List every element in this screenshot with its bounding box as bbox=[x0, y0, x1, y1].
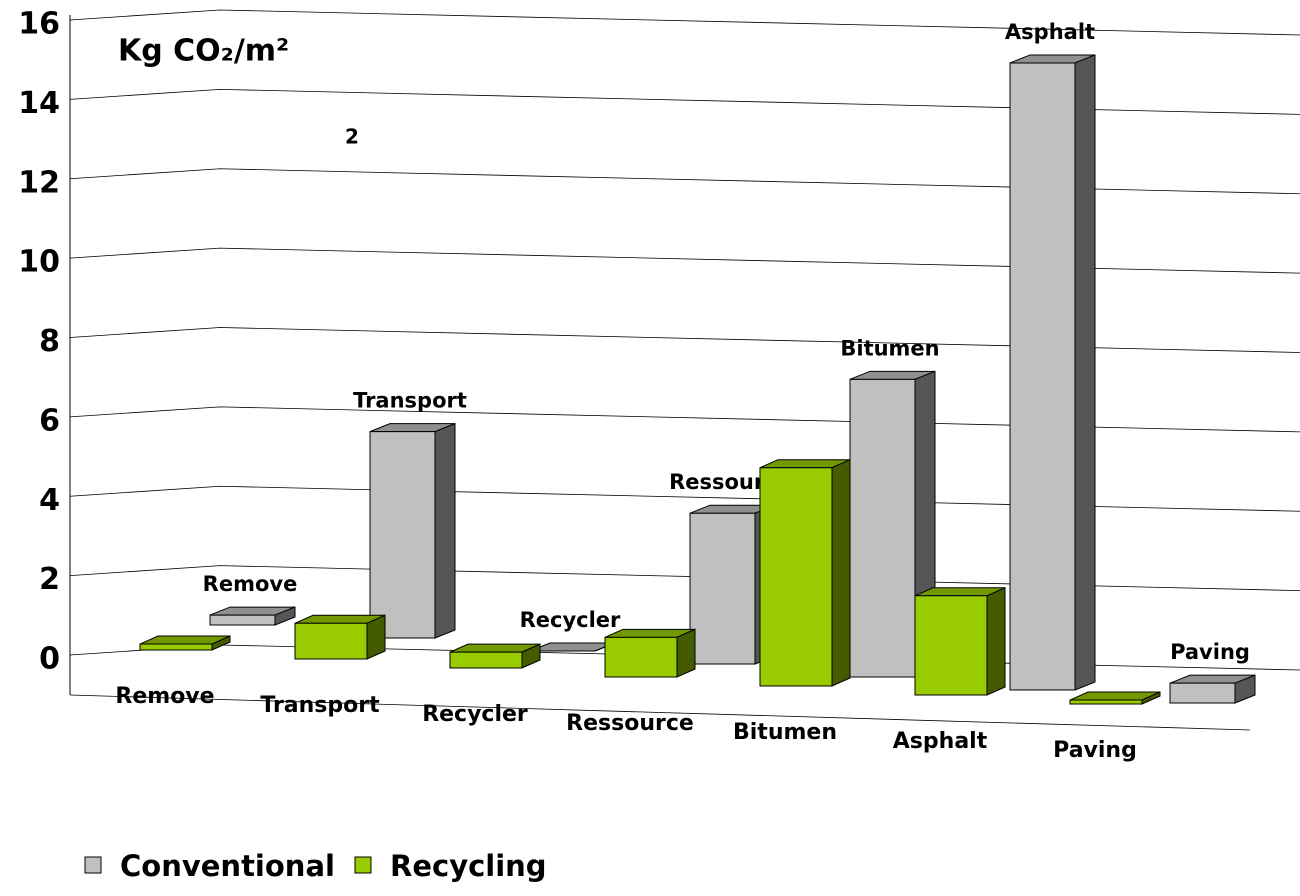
bar-label: Transport bbox=[353, 389, 467, 413]
bar-face bbox=[369, 431, 436, 639]
y-tick-label: 0 bbox=[39, 642, 60, 677]
x-tick-label: Bitumen bbox=[733, 720, 837, 745]
bar-face bbox=[449, 651, 523, 669]
bar-label: Recycler bbox=[520, 608, 621, 632]
bar-label: Paving bbox=[1170, 640, 1250, 664]
bar-face bbox=[831, 458, 851, 687]
bar-face bbox=[689, 512, 756, 665]
y-tick-label: 8 bbox=[39, 324, 60, 359]
bar-face bbox=[529, 642, 616, 652]
grid-line bbox=[69, 88, 1300, 115]
grid-line bbox=[69, 327, 1300, 353]
bar-face bbox=[759, 467, 833, 687]
bar bbox=[139, 635, 231, 651]
legend-label: Recycling bbox=[390, 849, 547, 883]
bar bbox=[294, 614, 386, 660]
legend-label: Conventional bbox=[120, 849, 335, 883]
y-tick-label: 14 bbox=[18, 86, 60, 121]
bar bbox=[604, 628, 696, 678]
bar bbox=[369, 422, 456, 639]
bar bbox=[449, 643, 541, 669]
y-tick-label: 16 bbox=[18, 7, 60, 42]
bar-face bbox=[366, 614, 386, 660]
bar-face bbox=[849, 378, 916, 678]
bar bbox=[1169, 674, 1256, 704]
chart-title: Kg CO₂/m² bbox=[118, 34, 289, 69]
bar bbox=[1069, 691, 1161, 705]
legend-swatch bbox=[84, 856, 102, 874]
x-tick-label: Ressource bbox=[566, 711, 694, 736]
x-tick-label: Recycler bbox=[422, 702, 528, 727]
x-tick-label: Asphalt bbox=[893, 729, 988, 754]
x-tick-label: Paving bbox=[1053, 738, 1137, 763]
x-tick-label: Transport bbox=[260, 693, 380, 718]
bar-face bbox=[604, 636, 678, 678]
bar bbox=[1009, 54, 1096, 691]
y-tick-label: 12 bbox=[18, 165, 60, 200]
bar-face bbox=[1069, 699, 1143, 705]
grid-line bbox=[69, 9, 1300, 36]
bar-face bbox=[209, 614, 276, 626]
bar bbox=[849, 370, 936, 678]
bar-face bbox=[986, 587, 1006, 696]
annotation: 2 bbox=[345, 125, 359, 149]
grid-line bbox=[69, 485, 1300, 512]
bar-face bbox=[294, 622, 368, 660]
grid-line bbox=[69, 247, 1300, 274]
legend-swatch bbox=[354, 856, 372, 874]
x-tick-label: Remove bbox=[115, 684, 214, 709]
bar bbox=[209, 606, 296, 626]
bar bbox=[529, 642, 616, 652]
y-tick-label: 4 bbox=[39, 483, 60, 518]
y-tick-label: 2 bbox=[39, 562, 60, 597]
bar-face bbox=[914, 595, 988, 696]
bar-label: Remove bbox=[203, 572, 298, 596]
bar bbox=[759, 458, 851, 687]
floor-edge bbox=[69, 694, 1251, 731]
grid-line bbox=[69, 168, 1300, 195]
bar-face bbox=[1009, 62, 1076, 691]
bar-label: Bitumen bbox=[840, 336, 939, 360]
y-tick-label: 10 bbox=[18, 245, 60, 280]
bar-label: Asphalt bbox=[1005, 20, 1095, 44]
bar bbox=[914, 587, 1006, 696]
y-tick-label: 6 bbox=[39, 403, 60, 438]
grid-line bbox=[69, 565, 1300, 592]
bar-face bbox=[434, 422, 456, 639]
grid-line bbox=[69, 406, 1300, 433]
bar-face bbox=[1169, 682, 1236, 704]
bar-face bbox=[676, 628, 696, 678]
bar-face bbox=[139, 643, 213, 651]
bar-face bbox=[1074, 54, 1096, 691]
